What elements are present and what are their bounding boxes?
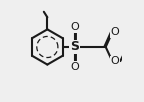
Text: O: O xyxy=(111,27,119,37)
Text: O: O xyxy=(111,56,119,66)
Text: O: O xyxy=(70,62,79,72)
Text: S: S xyxy=(70,40,79,53)
Text: O: O xyxy=(70,22,79,32)
